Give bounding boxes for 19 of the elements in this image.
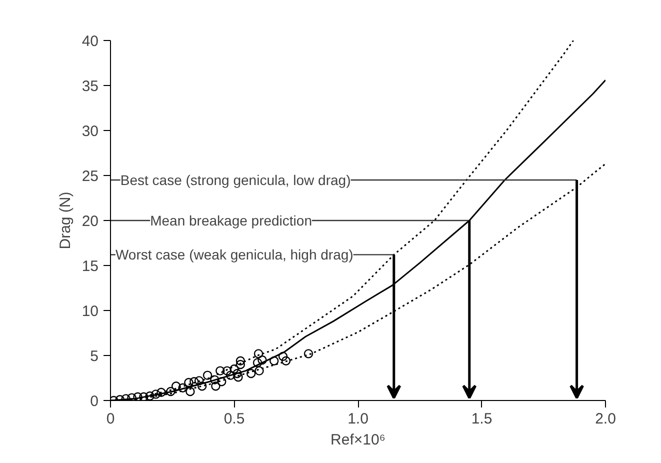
- y-tick-label: 0: [90, 393, 98, 410]
- x-axis-title: Ref×10⁶: [330, 432, 386, 448]
- x-tick-label: 1.5: [471, 410, 492, 428]
- annotation: Best case (strong genicula, low drag): [120, 172, 351, 188]
- x-tick-label: 0.5: [224, 410, 245, 428]
- y-tick-label: 30: [82, 123, 99, 140]
- y-tick-label: 15: [82, 258, 99, 275]
- annotation: Worst case (weak genicula, high drag): [115, 246, 354, 263]
- y-tick-label: 25: [82, 168, 99, 185]
- y-tick-label: 20: [82, 213, 99, 230]
- y-tick-label: 5: [90, 348, 98, 365]
- y-tick-label: 35: [82, 78, 99, 95]
- y-tick-label: 40: [82, 33, 99, 50]
- x-tick-label: 1.0: [348, 410, 368, 428]
- x-tick-label: 2.0: [595, 410, 616, 428]
- y-axis-title: Drag (N): [56, 192, 74, 250]
- y-tick-label: 10: [82, 303, 99, 320]
- annotation: Mean breakage prediction: [150, 212, 312, 228]
- x-tick-label: 0: [106, 410, 115, 428]
